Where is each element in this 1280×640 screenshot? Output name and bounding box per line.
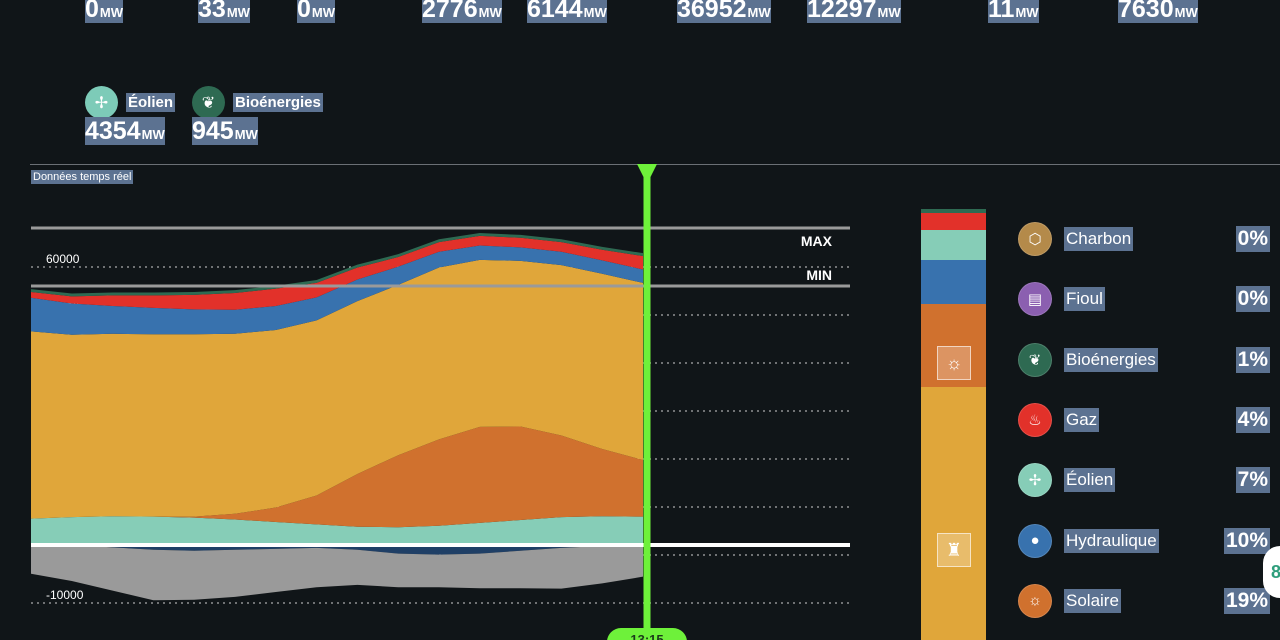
nuclear-plant-icon: ♜	[937, 533, 971, 567]
area-nucléaire	[31, 259, 643, 519]
value-7: 11MW	[988, 0, 1039, 28]
source-eolien: ✢ Éolien	[85, 86, 176, 119]
value-1: 33MW	[198, 0, 250, 28]
legend-name: Hydraulique	[1064, 528, 1159, 553]
area-pompage	[31, 545, 643, 555]
legend-item-éolien: ✢ Éolien 7%	[1018, 463, 1280, 498]
wind-turbine-icon: ✢	[1018, 463, 1052, 498]
legend-name: Gaz	[1064, 407, 1100, 432]
y-tick-label: 60000	[46, 252, 80, 266]
source-bioenergies-value: 945MW	[192, 117, 258, 145]
leaf-icon: ❦	[192, 86, 225, 119]
max-label: MAX	[801, 233, 833, 249]
source-eolien-label: Éolien	[126, 93, 176, 112]
source-bioenergies-label: Bioénergies	[233, 93, 323, 112]
value-3: 2776MW	[422, 0, 502, 28]
area-gaz	[31, 235, 643, 310]
source-eolien-value: 4354MW	[85, 117, 165, 145]
cursor-time-label: 13:15	[630, 632, 663, 640]
wind-turbine-icon: ✢	[85, 86, 118, 119]
coal-icon: ⬡	[1018, 222, 1052, 256]
cursor-time-pill[interactable]	[607, 628, 687, 640]
area-hydraulique	[31, 245, 643, 335]
source-bioenergies: ❦ Bioénergies	[192, 86, 323, 119]
value-4: 6144MW	[527, 0, 607, 28]
value-6: 12297MW	[807, 0, 901, 28]
legend-name: Solaire	[1064, 588, 1121, 613]
legend-item-solaire: ☼ Solaire 19%	[1018, 583, 1280, 618]
legend-name: Fioul	[1064, 287, 1105, 312]
oil-barrel-icon: ▤	[1018, 282, 1052, 317]
sun-icon: ☼	[937, 346, 971, 380]
stack-segment-éolien	[921, 230, 986, 260]
legend-item-hydraulique: ● Hydraulique 10%	[1018, 523, 1280, 558]
value-5: 36952MW	[677, 0, 771, 28]
legend-name: Bioénergies	[1064, 347, 1158, 372]
production-area-chart[interactable]: 6000050000400003000020000100000-10000 MA…	[0, 160, 900, 640]
area-solaire	[31, 426, 643, 528]
sun-icon: ☼	[1018, 583, 1052, 618]
value-2: 0MW	[297, 0, 336, 28]
flame-icon: ♨	[1018, 402, 1052, 437]
stack-segment-solaire	[921, 304, 986, 387]
area-éolien	[31, 516, 643, 545]
stack-segment-bioénergies	[921, 209, 986, 213]
y-tick-label: -10000	[46, 588, 84, 602]
legend-item-gaz: ♨ Gaz 4%	[1018, 402, 1280, 437]
water-drop-icon: ●	[1018, 523, 1052, 558]
stack-segment-gaz	[921, 213, 986, 230]
legend-percent: 19%	[1223, 587, 1270, 614]
min-label: MIN	[806, 267, 832, 283]
value-0: 0MW	[85, 0, 124, 28]
value-8: 7630MW	[1118, 0, 1198, 28]
legend-percent: 0%	[1235, 226, 1270, 252]
legend-percent: 0%	[1235, 286, 1270, 313]
legend-percent: 4%	[1235, 406, 1270, 433]
stack-segment-hydraulique	[921, 260, 986, 304]
area-échanges	[31, 545, 643, 601]
legend-name: Éolien	[1064, 468, 1116, 493]
cursor-handle-top	[637, 164, 657, 184]
stack-segment-nucléaire	[921, 387, 986, 640]
leaf-icon: ❦	[1018, 342, 1052, 377]
side-panel-toggle-button[interactable]: 8	[1263, 546, 1280, 598]
legend-name: Charbon	[1064, 227, 1134, 251]
legend-item-fioul: ▤ Fioul 0%	[1018, 282, 1280, 317]
realtime-label: Données temps réel	[31, 170, 134, 184]
legend-percent: 10%	[1223, 527, 1270, 554]
legend-item-bioénergies: ❦ Bioénergies 1%	[1018, 342, 1280, 377]
legend-item-charbon: ⬡ Charbon 0%	[1018, 222, 1280, 256]
legend-percent: 1%	[1235, 346, 1270, 373]
legend-percent: 7%	[1235, 467, 1270, 494]
